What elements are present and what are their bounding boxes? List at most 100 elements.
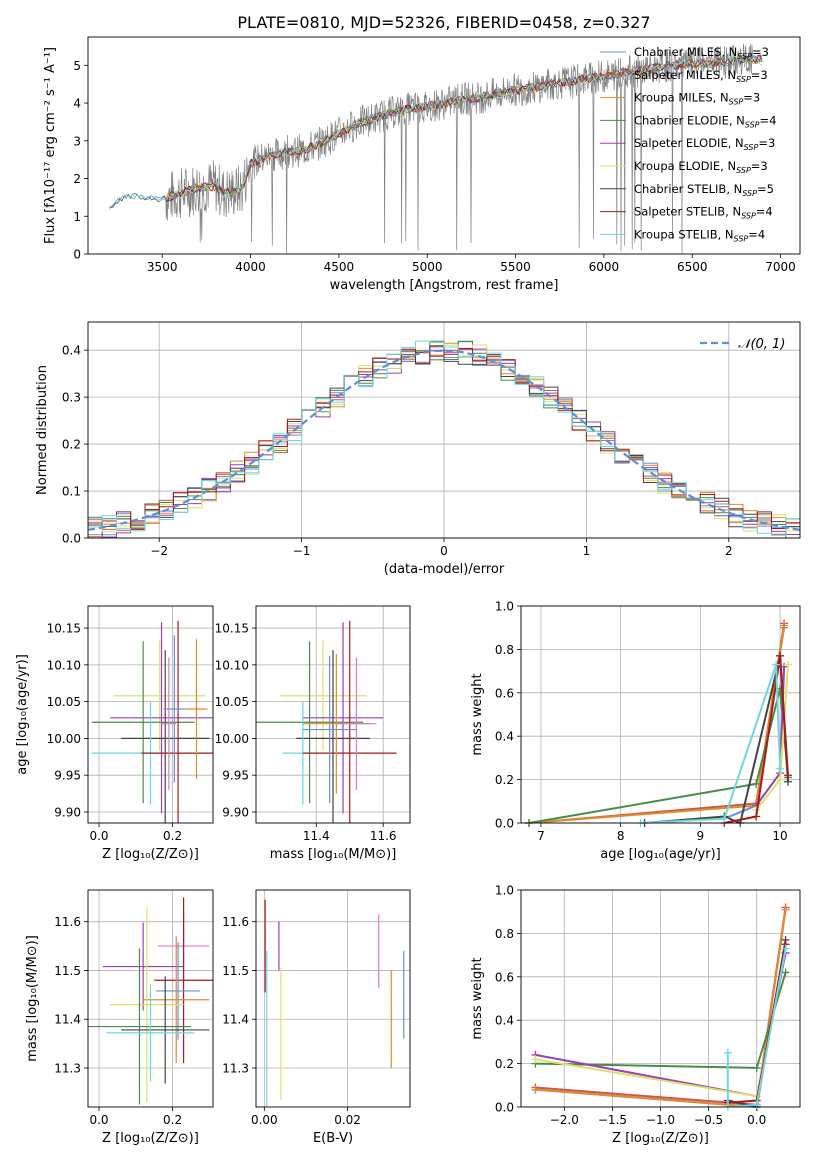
- y-axis-label: Flux [fλ10⁻¹⁷ erg cm⁻² s⁻¹ A⁻¹]: [43, 47, 58, 244]
- x-tick-label: −2: [150, 544, 168, 558]
- data-point-marker: [531, 1055, 540, 1064]
- error-bar-point: [336, 657, 377, 790]
- y-tick-label: 0.4: [495, 730, 514, 744]
- x-tick-label: 0.00: [251, 1113, 278, 1127]
- x-axis-label: E(B-V): [313, 1131, 353, 1146]
- data-point-marker: [784, 771, 793, 780]
- x-tick-label: 7: [537, 829, 545, 843]
- age-vs-metallicity-panel: 0.0 0.2 9.90 9.95 10.00 10.05 10.10 10.15 Z [log…: [15, 605, 214, 862]
- error-bar-point: [256, 641, 364, 804]
- y-tick-label: 1: [73, 210, 81, 224]
- x-tick-label: 5500: [500, 260, 531, 274]
- data-point-marker: [752, 1063, 761, 1072]
- y-axis-label: mass weight: [470, 673, 485, 755]
- data-point-marker: [720, 814, 729, 823]
- y-tick-label: 0.4: [62, 344, 81, 358]
- series-line-kroupa-stelib: [640, 664, 782, 823]
- y-tick-label: 10.05: [215, 695, 249, 709]
- data-point-marker: [776, 651, 785, 660]
- y-tick-label: 11.3: [222, 1061, 249, 1075]
- error-bar-point: [185, 639, 208, 779]
- y-tick-label: 0.0: [495, 1101, 514, 1115]
- model-spectrum-salpeter-stelib: [165, 55, 762, 202]
- legend-label: Kroupa STELIB, NSSP=4: [634, 227, 765, 243]
- y-tick-label: 10.10: [47, 658, 81, 672]
- legend-label: Kroupa ELODIE, NSSP=3: [634, 159, 768, 175]
- data-point-marker: [752, 1100, 761, 1109]
- y-tick-label: 11.6: [54, 915, 81, 929]
- y-tick-label: 4: [73, 97, 81, 111]
- y-tick-label: 11.5: [222, 964, 249, 978]
- axes-frame: [87, 36, 801, 255]
- error-bar-point: [106, 984, 195, 1082]
- x-axis-label: Z [log₁₀(Z/Z⊙)]: [612, 1131, 709, 1146]
- y-tick-label: 0.2: [495, 773, 514, 787]
- y-tick-label: 10.05: [47, 695, 81, 709]
- x-tick-label: 4000: [235, 260, 266, 274]
- error-bar-point: [302, 656, 357, 804]
- x-tick-label: 6500: [677, 260, 708, 274]
- y-tick-label: 11.4: [54, 1013, 81, 1027]
- x-tick-label: 8: [617, 829, 625, 843]
- massweight-vs-age-panel: 7 8 9 10 0.0 0.2 0.4 0.6 0.8 1.0 age [log₁₀(age/yr…: [470, 600, 801, 862]
- y-tick-label: 11.5: [54, 964, 81, 978]
- axes-frame: [87, 605, 214, 824]
- x-tick-label: 1: [583, 544, 591, 558]
- data-point-marker: [781, 944, 790, 953]
- mass-vs-metallicity-panel: 0.0 0.2 11.3 11.4 11.5 11.6 Z [log₁₀(Z/Z⊙)] mas…: [25, 889, 214, 1146]
- figure-title: PLATE=0810, MJD=52326, FIBERID=0458, z=0…: [237, 13, 650, 32]
- x-tick-label: 0.2: [163, 1113, 182, 1127]
- legend-label: Salpeter STELIB, NSSP=4: [634, 205, 773, 221]
- legend-label: Salpeter ELODIE, NSSP=3: [634, 136, 775, 152]
- data-point-marker: [752, 779, 761, 788]
- y-axis-label: mass weight: [470, 957, 485, 1039]
- y-tick-label: 10.15: [215, 622, 249, 636]
- residuals-panel: −2 −1 0 1 2 0.0 0.1 0.2 0.3 0.4 (data-model)/error…: [35, 321, 801, 577]
- series-line-kroupa-stelib: [726, 948, 787, 1107]
- x-tick-label: −1.5: [598, 1113, 627, 1127]
- error-bar-point: [156, 942, 201, 1040]
- x-axis-label: Z [log₁₀(Z/Z⊙)]: [102, 847, 199, 862]
- data-point-marker: [531, 1085, 540, 1094]
- x-tick-label: 0.2: [163, 829, 182, 843]
- gaussian-reference-line: [87, 349, 801, 531]
- x-axis-label: Z [log₁₀(Z/Z⊙)]: [102, 1131, 199, 1146]
- y-tick-label: 10.00: [215, 732, 249, 746]
- series-line-salpeter-stelib: [724, 655, 789, 823]
- error-bar-point: [110, 907, 184, 1103]
- data-point-marker: [776, 764, 785, 773]
- x-tick-label: 10: [772, 829, 787, 843]
- y-tick-label: 11.6: [222, 915, 249, 929]
- x-tick-label: 9: [697, 829, 705, 843]
- y-tick-label: 10.10: [215, 658, 249, 672]
- x-tick-label: 4500: [324, 260, 355, 274]
- y-tick-label: 3: [73, 134, 81, 148]
- x-tick-label: 0.0: [89, 829, 108, 843]
- age-vs-mass-panel: 11.4 11.6 9.90 9.95 10.00 10.05 10.10 10.15 mass…: [215, 605, 411, 862]
- y-tick-label: 0.6: [495, 970, 514, 984]
- y-tick-label: 9.90: [222, 805, 249, 819]
- error-bar-point: [154, 897, 213, 1064]
- x-tick-label: 0.0: [747, 1113, 766, 1127]
- y-tick-label: 0.2: [62, 438, 81, 452]
- axes-frame: [520, 889, 801, 1108]
- legend-label: Kroupa MILES, NSSP=3: [634, 91, 760, 107]
- histogram-salpeter-stelib: [88, 347, 800, 530]
- mass-vs-ebv-panel: 0.00 0.02 11.3 11.4 11.5 11.6 E(B-V): [222, 889, 411, 1146]
- x-tick-label: −1: [293, 544, 311, 558]
- data-point-marker: [781, 968, 790, 977]
- x-tick-label: −1.0: [646, 1113, 675, 1127]
- y-tick-label: 0.1: [62, 485, 81, 499]
- y-tick-label: 11.4: [222, 1013, 249, 1027]
- data-point-marker: [752, 812, 761, 821]
- y-tick-label: 11.3: [54, 1061, 81, 1075]
- y-tick-label: 2: [73, 172, 81, 186]
- x-tick-label: −2.0: [550, 1113, 579, 1127]
- x-tick-label: 6000: [589, 260, 620, 274]
- error-bar-point: [102, 922, 184, 1011]
- axes-frame: [255, 605, 411, 824]
- model-spectrum-kroupa-stelib: [108, 55, 763, 210]
- x-tick-label: −0.5: [694, 1113, 723, 1127]
- series-line-kroupa-miles: [535, 909, 787, 1107]
